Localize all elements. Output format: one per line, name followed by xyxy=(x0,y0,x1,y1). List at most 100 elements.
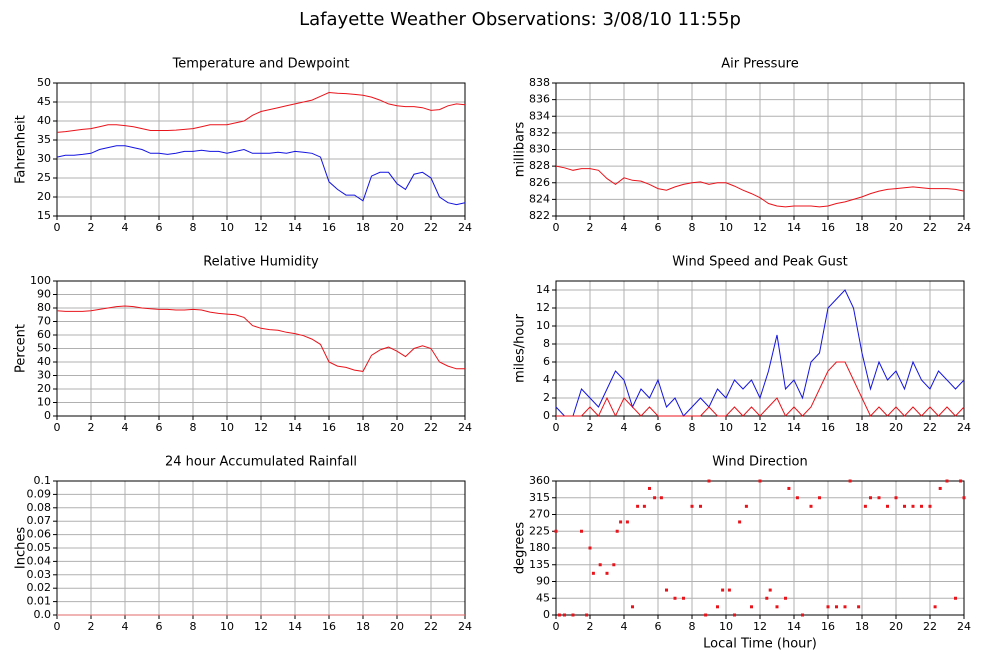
y-tick-label: 0.1 xyxy=(34,474,52,487)
data-point xyxy=(765,596,769,600)
y-tick-label: 20 xyxy=(37,382,51,395)
data-point xyxy=(809,504,813,508)
x-tick-label: 4 xyxy=(621,620,628,633)
y-tick-label: 822 xyxy=(529,209,550,222)
plot-frame xyxy=(56,82,466,217)
data-point xyxy=(653,496,657,500)
y-tick-label: 30 xyxy=(37,152,51,165)
y-tick-label: 834 xyxy=(529,109,550,122)
data-point xyxy=(869,496,872,500)
data-line xyxy=(56,145,466,206)
data-point xyxy=(787,486,791,490)
chart-panel: Wind Direction degrees Local Time (hour) 0 4… xyxy=(513,455,972,652)
data-point xyxy=(738,520,742,524)
data-point xyxy=(571,613,575,617)
data-point xyxy=(886,504,889,508)
y-axis-label: Fahrenheit xyxy=(14,115,29,184)
x-tick-label: 22 xyxy=(923,421,937,434)
data-point xyxy=(707,479,711,483)
y-tick-label: 4 xyxy=(543,373,550,386)
x-axis-label: Local Time (hour) xyxy=(703,637,817,652)
x-tick-label: 20 xyxy=(390,421,404,434)
chart-panel: Relative HumidityPercent0102030405060708… xyxy=(14,255,473,435)
y-tick-label: 50 xyxy=(37,76,51,89)
x-tick-label: 18 xyxy=(855,221,869,234)
x-tick-label: 14 xyxy=(288,221,302,234)
x-tick-label: 20 xyxy=(889,221,903,234)
x-tick-label: 14 xyxy=(787,421,801,434)
x-tick-label: 16 xyxy=(322,221,336,234)
x-tick-label: 10 xyxy=(220,620,234,633)
data-point xyxy=(835,605,838,609)
y-axis-label: millibars xyxy=(513,122,528,178)
x-tick-label: 8 xyxy=(190,221,197,234)
data-point xyxy=(848,479,852,483)
x-tick-label: 18 xyxy=(855,620,869,633)
data-point xyxy=(727,588,731,592)
x-tick-label: 8 xyxy=(190,421,197,434)
y-tick-label: 15 xyxy=(37,209,51,222)
data-point xyxy=(716,605,719,609)
y-tick-label: 70 xyxy=(37,315,51,328)
x-tick-label: 8 xyxy=(689,421,696,434)
data-point xyxy=(642,504,646,508)
x-tick-label: 4 xyxy=(122,620,129,633)
x-tick-label: 10 xyxy=(719,620,733,633)
x-tick-label: 10 xyxy=(220,421,234,434)
y-tick-label: 270 xyxy=(529,508,550,521)
x-tick-label: 16 xyxy=(821,421,835,434)
x-tick-label: 14 xyxy=(787,221,801,234)
x-tick-label: 10 xyxy=(719,421,733,434)
y-tick-label: 832 xyxy=(529,126,550,139)
data-point xyxy=(920,504,923,508)
x-tick-label: 16 xyxy=(322,421,336,434)
x-tick-label: 18 xyxy=(356,421,370,434)
y-tick-label: 80 xyxy=(37,301,51,314)
x-tick-label: 18 xyxy=(356,221,370,234)
chart-title: Wind Speed and Peak Gust xyxy=(672,255,847,270)
x-tick-label: 0 xyxy=(553,421,560,434)
data-point xyxy=(615,529,619,533)
x-tick-label: 14 xyxy=(288,421,302,434)
y-tick-label: 0.0 xyxy=(34,608,52,621)
data-line xyxy=(555,165,965,208)
y-tick-label: 12 xyxy=(536,301,550,314)
x-tick-label: 12 xyxy=(753,421,767,434)
x-tick-label: 20 xyxy=(889,620,903,633)
chart-title: 24 hour Accumulated Rainfall xyxy=(165,455,357,470)
x-tick-label: 8 xyxy=(689,221,696,234)
y-tick-label: 2 xyxy=(543,391,550,404)
y-tick-label: 824 xyxy=(529,192,550,205)
x-tick-label: 4 xyxy=(621,221,628,234)
data-point xyxy=(843,605,847,609)
y-tick-label: 35 xyxy=(37,133,51,146)
data-line xyxy=(555,289,965,417)
data-point xyxy=(928,504,932,508)
data-point xyxy=(801,613,804,617)
y-tick-label: 225 xyxy=(529,524,550,537)
y-tick-label: 40 xyxy=(37,114,51,127)
y-tick-label: 826 xyxy=(529,176,550,189)
y-axis-label: miles/hour xyxy=(513,313,528,382)
y-tick-label: 0.07 xyxy=(27,514,52,527)
x-tick-label: 0 xyxy=(553,221,560,234)
data-line xyxy=(56,305,465,372)
chart-title: Relative Humidity xyxy=(203,255,319,270)
y-tick-label: 180 xyxy=(529,541,550,554)
y-axis-label: Inches xyxy=(14,527,29,569)
x-tick-label: 12 xyxy=(753,221,767,234)
x-tick-label: 24 xyxy=(957,421,971,434)
y-tick-label: 315 xyxy=(529,491,550,504)
x-tick-label: 2 xyxy=(587,620,594,633)
data-point xyxy=(704,613,708,617)
y-tick-label: 838 xyxy=(529,76,550,89)
data-point xyxy=(818,496,821,500)
data-point xyxy=(784,596,787,600)
x-tick-label: 6 xyxy=(655,221,662,234)
y-tick-label: 20 xyxy=(37,190,51,203)
y-tick-label: 8 xyxy=(543,337,550,350)
data-point xyxy=(591,571,595,575)
y-tick-label: 0.05 xyxy=(27,541,52,554)
data-point xyxy=(857,605,861,609)
chart-title: Wind Direction xyxy=(712,455,808,470)
